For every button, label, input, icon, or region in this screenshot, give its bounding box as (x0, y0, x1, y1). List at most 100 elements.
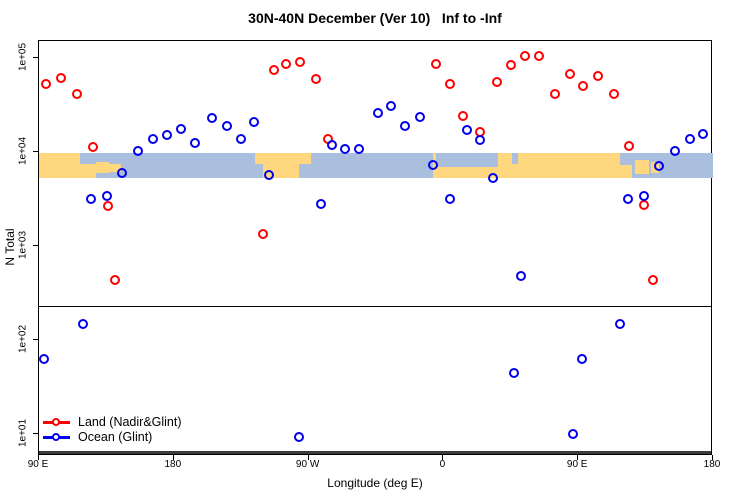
plot-area: Land (Nadir&Glint) Ocean (Glint) (38, 40, 713, 455)
ocean-point (515, 270, 526, 281)
legend-key-circle-icon (52, 433, 60, 441)
land-point (577, 80, 588, 91)
map-band-land-segment (618, 165, 633, 178)
map-band-ocean-overlay (511, 152, 518, 165)
x-tick-label: 0 (439, 459, 446, 470)
ocean-point (461, 124, 472, 135)
legend-key-circle-icon (52, 418, 60, 426)
land-point (458, 110, 469, 121)
x-tick (442, 455, 444, 460)
land-point (444, 78, 455, 89)
land-point (280, 59, 291, 70)
ocean-point (576, 354, 587, 365)
x-tick-label: 90 E (566, 459, 588, 470)
ocean-point (415, 111, 426, 122)
land-point (638, 200, 649, 211)
land-point (564, 68, 575, 79)
x-tick (577, 455, 579, 460)
ocean-point (147, 133, 158, 144)
land-point (310, 74, 321, 85)
map-band-land-segment (635, 160, 649, 175)
ocean-point (133, 145, 143, 156)
land-point (88, 141, 99, 152)
map-band-land-segment (95, 161, 110, 173)
ocean-point (263, 169, 274, 180)
ocean-point (684, 133, 695, 144)
ocean-point (221, 121, 232, 132)
ocean-point (189, 138, 200, 149)
x-tick (307, 455, 309, 460)
legend: Land (Nadir&Glint) Ocean (Glint) (41, 415, 241, 445)
ocean-point (353, 143, 364, 154)
ocean-point (206, 113, 217, 124)
ocean-point (236, 133, 247, 144)
y-tick-label: 1e+03 (17, 231, 29, 260)
ocean-point (622, 193, 633, 204)
map-band-land-segment (39, 152, 81, 178)
x-tick-label: 180 (703, 459, 721, 470)
land-point (520, 51, 531, 62)
y-tick (33, 57, 38, 59)
map-band-ocean-overlay (435, 152, 499, 167)
land-point (505, 60, 516, 71)
ocean-point (669, 145, 680, 156)
legend-row: Ocean (Glint) (41, 430, 241, 445)
ocean-point (175, 123, 186, 134)
legend-label: Ocean (Glint) (78, 430, 153, 444)
map-band-land-segment (109, 164, 121, 172)
chart-title: 30N-40N December (Ver 10) Inf to -Inf (248, 10, 502, 26)
ocean-point (316, 199, 327, 210)
x-tick (712, 455, 713, 460)
ocean-point (444, 193, 455, 204)
ocean-point (697, 128, 708, 139)
land-point (269, 64, 279, 75)
ocean-point (326, 140, 337, 150)
land-point (103, 200, 114, 211)
land-point (608, 88, 619, 99)
ocean-point (101, 191, 112, 202)
ocean-point (614, 318, 625, 329)
y-tick (33, 433, 38, 435)
ocean-point (399, 121, 410, 132)
land-point (294, 57, 305, 68)
y-tick (33, 151, 38, 153)
x-tick-label: 90 W (295, 459, 320, 470)
land-point (623, 141, 634, 152)
y-tick-label: 1e+04 (17, 137, 29, 166)
ocean-point (85, 193, 96, 204)
y-axis-title: N Total (3, 228, 17, 266)
ocean-point (248, 117, 259, 128)
land-point (549, 88, 560, 99)
land-point (431, 59, 442, 70)
ocean-point (567, 428, 578, 439)
ocean-point (78, 318, 89, 329)
ocean-point (39, 354, 50, 365)
ocean-point (638, 191, 649, 202)
land-point (533, 51, 544, 62)
ocean-point (428, 159, 439, 170)
x-axis-baseline (39, 451, 711, 454)
ocean-point (294, 431, 304, 442)
ocean-point (475, 134, 486, 145)
legend-label: Land (Nadir&Glint) (78, 415, 182, 429)
ocean-point (339, 143, 350, 154)
threshold-line (39, 305, 711, 308)
x-tick-label: 180 (164, 459, 182, 470)
land-point (109, 275, 120, 286)
y-tick-label: 1e+02 (17, 325, 29, 354)
land-point (56, 72, 67, 83)
land-point (492, 77, 503, 88)
y-tick (33, 339, 38, 341)
ocean-point (162, 129, 173, 140)
x-axis-title: Longitude (deg E) (327, 476, 423, 490)
ocean-point (372, 108, 383, 119)
ocean-point (509, 367, 520, 378)
land-point (41, 78, 52, 89)
ocean-point (116, 167, 127, 178)
x-tick-label: 90 E (27, 459, 49, 470)
y-tick (33, 245, 38, 247)
legend-row: Land (Nadir&Glint) (41, 415, 241, 430)
land-point (647, 275, 658, 286)
y-tick-label: 1e+01 (17, 419, 29, 448)
